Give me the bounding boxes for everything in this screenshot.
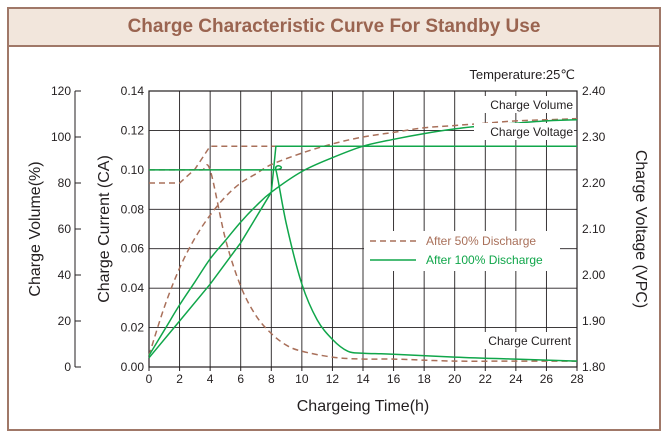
x-tick-label: 24 (509, 372, 523, 386)
x-tick-label: 10 (295, 372, 309, 386)
curve-label-bg (474, 123, 574, 140)
voltage-curve-100pct (148, 145, 577, 359)
chart-frame: Charge Characteristic Curve For Standby … (7, 7, 661, 431)
x-tick-label: 28 (570, 372, 584, 386)
x-tick-label: 2 (176, 372, 183, 386)
curve-label-volume: Charge Volume (490, 98, 573, 112)
legend-label: After 100% Discharge (426, 253, 543, 267)
x-tick-label: 16 (387, 372, 401, 386)
volume-tick-label: 20 (58, 314, 72, 328)
volume-tick-label: 80 (58, 176, 72, 190)
current-tick-label: 0.08 (121, 202, 145, 216)
volume-tick-label: 120 (51, 84, 71, 98)
legend-bg (364, 231, 560, 271)
legend-label: After 50% Discharge (426, 234, 536, 248)
x-tick-label: 20 (448, 372, 462, 386)
x-tick-label: 14 (356, 372, 370, 386)
curve-label-current: Charge Current (488, 334, 571, 348)
volume-tick-label: 40 (58, 268, 72, 282)
curve-label-bg (467, 332, 573, 349)
voltage-tick-label: 2.40 (582, 84, 606, 98)
chart-title: Charge Characteristic Curve For Standby … (127, 16, 541, 37)
current-tick-label: 0.12 (121, 123, 145, 137)
x-tick-label: 0 (146, 372, 153, 386)
x-tick-label: 26 (540, 372, 554, 386)
current-tick-label: 0.10 (121, 163, 145, 177)
current-tick-label: 0.02 (121, 321, 145, 335)
voltage-tick-label: 1.90 (582, 314, 606, 328)
x-tick-label: 4 (207, 372, 214, 386)
x-tick-label: 22 (479, 372, 493, 386)
current-curve-100pct (149, 165, 578, 362)
current-tick-label: 0.06 (121, 242, 145, 256)
volume-axis-label: Charge Volume(%) (27, 161, 44, 296)
volume-tick-label: 60 (58, 222, 72, 236)
curve-label-voltage: Charge Voltage (490, 125, 573, 139)
x-axis-label: Chargeing Time(h) (297, 398, 430, 415)
voltage-axis-label: Charge Voltage (VPC) (632, 150, 649, 308)
current-tick-label: 0.14 (121, 84, 145, 98)
voltage-tick-label: 1.80 (582, 360, 606, 374)
voltage-curve-50pct (149, 145, 577, 184)
x-tick-label: 6 (237, 372, 244, 386)
voltage-tick-label: 2.00 (582, 268, 606, 282)
temperature-label: Temperature:25℃ (469, 67, 575, 82)
curve-label-bg (474, 96, 574, 113)
x-tick-label: 18 (417, 372, 431, 386)
voltage-tick-label: 2.20 (582, 176, 606, 190)
x-tick-label: 12 (326, 372, 340, 386)
voltage-tick-label: 2.30 (582, 130, 606, 144)
volume-tick-label: 100 (51, 130, 71, 144)
current-tick-label: 0.00 (121, 360, 145, 374)
volume-tick-label: 0 (64, 360, 71, 374)
current-axis-label: Charge Current (CA) (96, 155, 113, 303)
current-tick-label: 0.04 (121, 281, 145, 295)
x-tick-label: 8 (268, 372, 275, 386)
voltage-tick-label: 2.10 (582, 222, 606, 236)
chart-title-bar: Charge Characteristic Curve For Standby … (9, 9, 659, 47)
